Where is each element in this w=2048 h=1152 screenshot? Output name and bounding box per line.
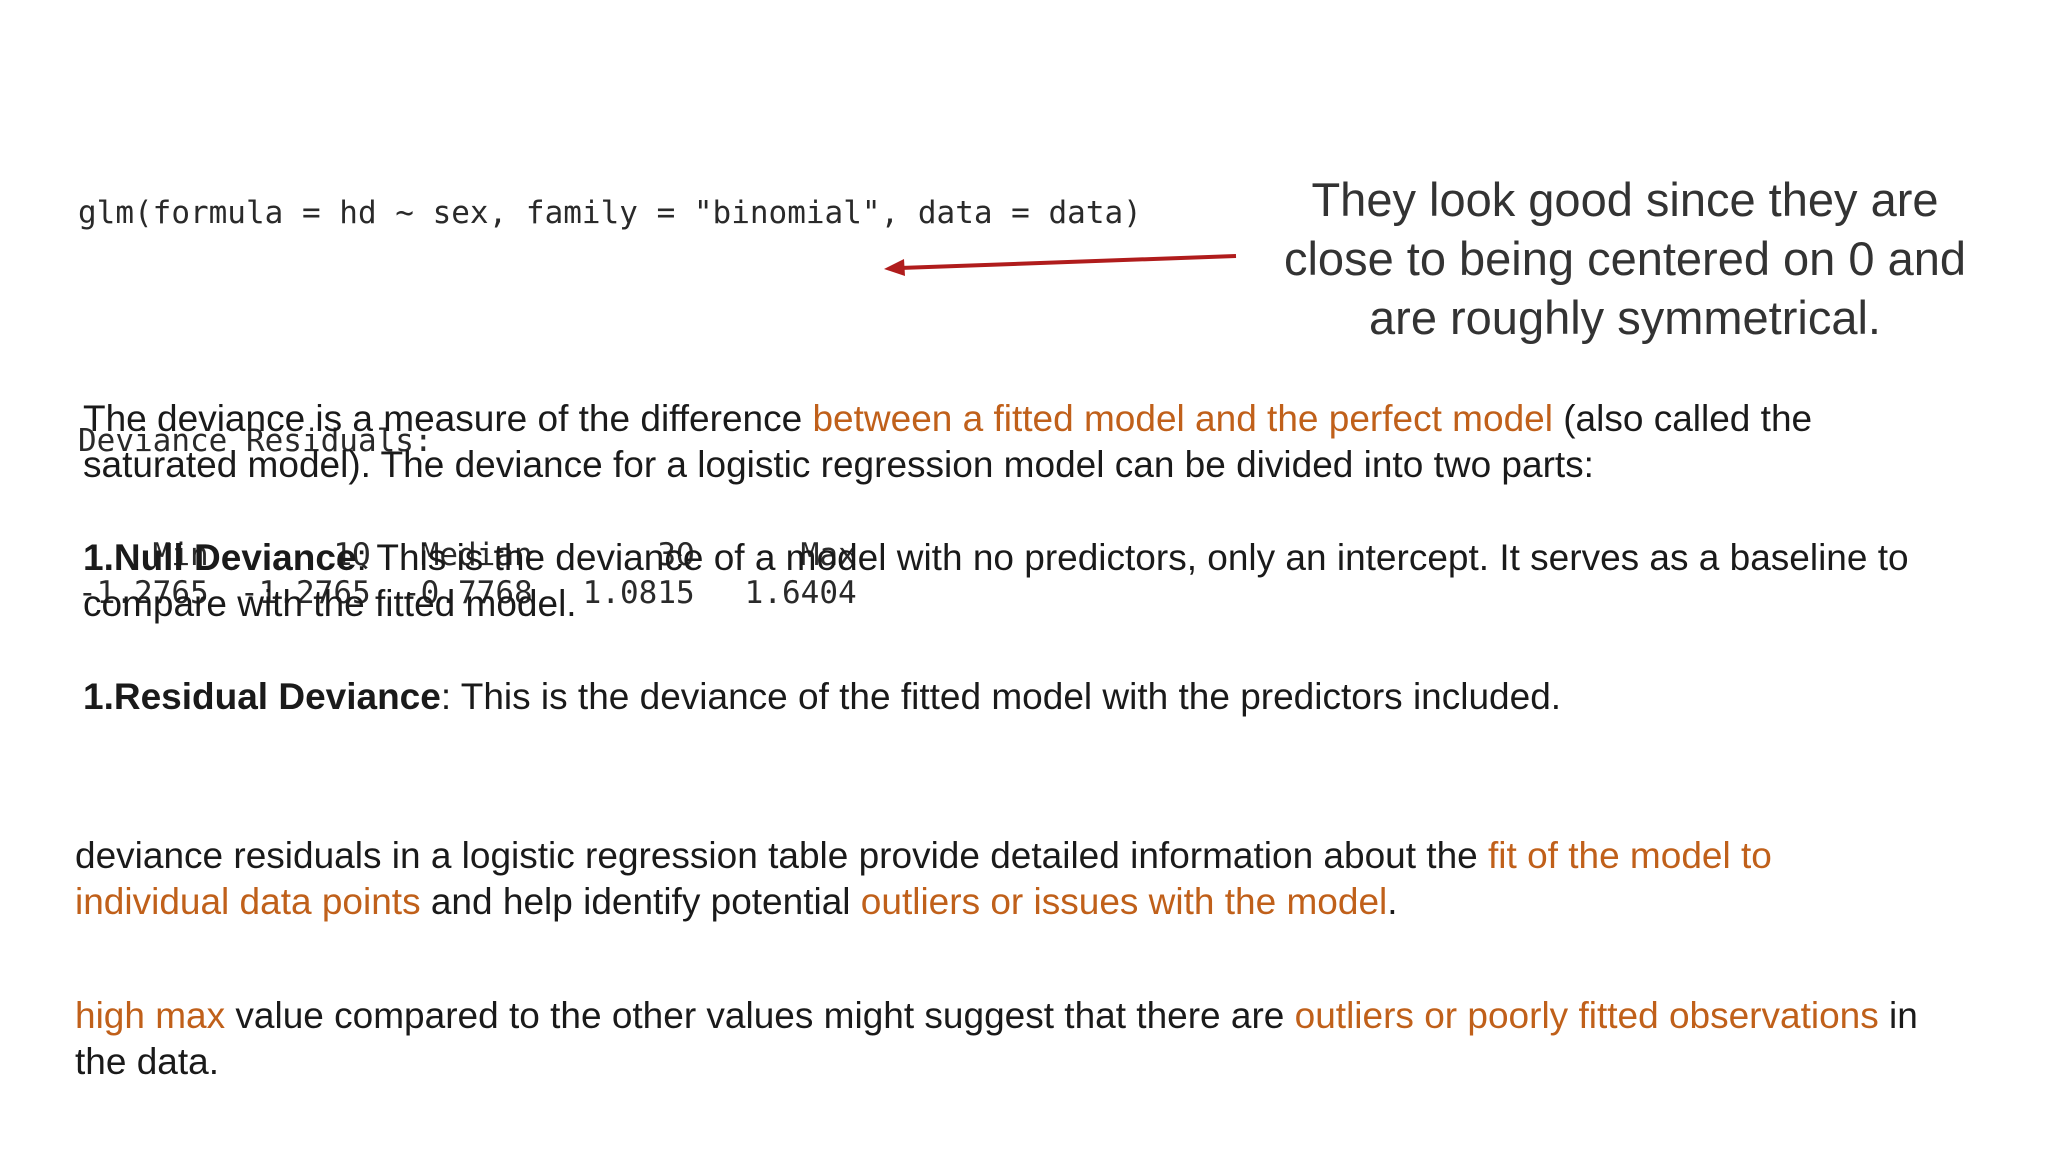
callout-note: They look good since they are close to b…: [1240, 170, 2010, 347]
high-max-text-1: value compared to the other values might…: [225, 995, 1295, 1036]
arrow-head-icon: [884, 259, 905, 276]
deviance-text-2: (also called the saturated model). The d…: [83, 398, 1813, 485]
residual-deviance-paragraph: 1.Residual Deviance: This is the devianc…: [83, 674, 1943, 720]
high-max-highlight-2: outliers or poorly fitted observations: [1294, 995, 1879, 1036]
residuals-header-row: Min 1Q Median 3Q Max: [78, 536, 857, 574]
high-max-highlight-1: high max: [75, 995, 226, 1036]
callout-arrow-icon: [884, 254, 1237, 276]
header-max: Max: [800, 537, 857, 573]
value-3q: 1.0815: [582, 575, 695, 611]
header-min: Min: [152, 537, 209, 573]
deviance-residuals-heading: Deviance Residuals:: [78, 423, 433, 459]
deviance-highlight: between a fitted model and the perfect m…: [812, 398, 1553, 439]
header-median: Median: [420, 537, 533, 573]
deviance-text-1: The deviance is a measure of the differe…: [83, 398, 813, 439]
callout-line-1: They look good since they are: [1311, 173, 1939, 226]
value-1q: -1.2765: [240, 575, 371, 611]
header-1q: 1Q: [333, 537, 371, 573]
null-deviance-text: : This is the deviance of a model with n…: [83, 537, 1909, 624]
r-output-block: glm(formula = hd ~ sex, family = "binomi…: [78, 118, 1142, 650]
residuals-info-text-3: .: [1387, 881, 1398, 922]
residuals-value-row: -1.2765 -1.2765 -0.7768 1.0815 1.6404: [78, 574, 857, 612]
residual-deviance-text: : This is the deviance of the fitted mod…: [440, 676, 1562, 717]
residual-deviance-label: 1.Residual Deviance: [83, 676, 441, 717]
arrow-shaft: [899, 254, 1237, 270]
high-max-text-2: in the data.: [75, 995, 1918, 1082]
glm-formula-line: glm(formula = hd ~ sex, family = "binomi…: [78, 195, 1142, 231]
high-max-paragraph: high max value compared to the other val…: [75, 993, 1935, 1085]
residuals-info-highlight-2: outliers or issues with the model: [860, 881, 1388, 922]
value-min: -1.2765: [78, 575, 209, 611]
value-median: -0.7768: [402, 575, 533, 611]
null-deviance-paragraph: 1.Null Deviance: This is the deviance of…: [83, 535, 1943, 627]
residuals-info-highlight-1: fit of the model to individual data poin…: [75, 835, 1772, 922]
header-3q: 3Q: [657, 537, 695, 573]
value-max: 1.6404: [744, 575, 857, 611]
deviance-definition-paragraph: The deviance is a measure of the differe…: [83, 396, 1943, 488]
residuals-info-text-1: deviance residuals in a logistic regress…: [75, 835, 1489, 876]
deviance-residuals-table: Min 1Q Median 3Q Max -1.2765 -1.2765 -0.…: [78, 536, 857, 612]
callout-line-2: close to being centered on 0 and: [1283, 232, 1966, 285]
callout-line-3: are roughly symmetrical.: [1369, 291, 1881, 344]
residuals-info-paragraph: deviance residuals in a logistic regress…: [75, 833, 1935, 925]
null-deviance-label: 1.Null Deviance: [83, 537, 357, 578]
residuals-info-text-2: and help identify potential: [420, 881, 861, 922]
code-blank-line: [78, 308, 1142, 346]
